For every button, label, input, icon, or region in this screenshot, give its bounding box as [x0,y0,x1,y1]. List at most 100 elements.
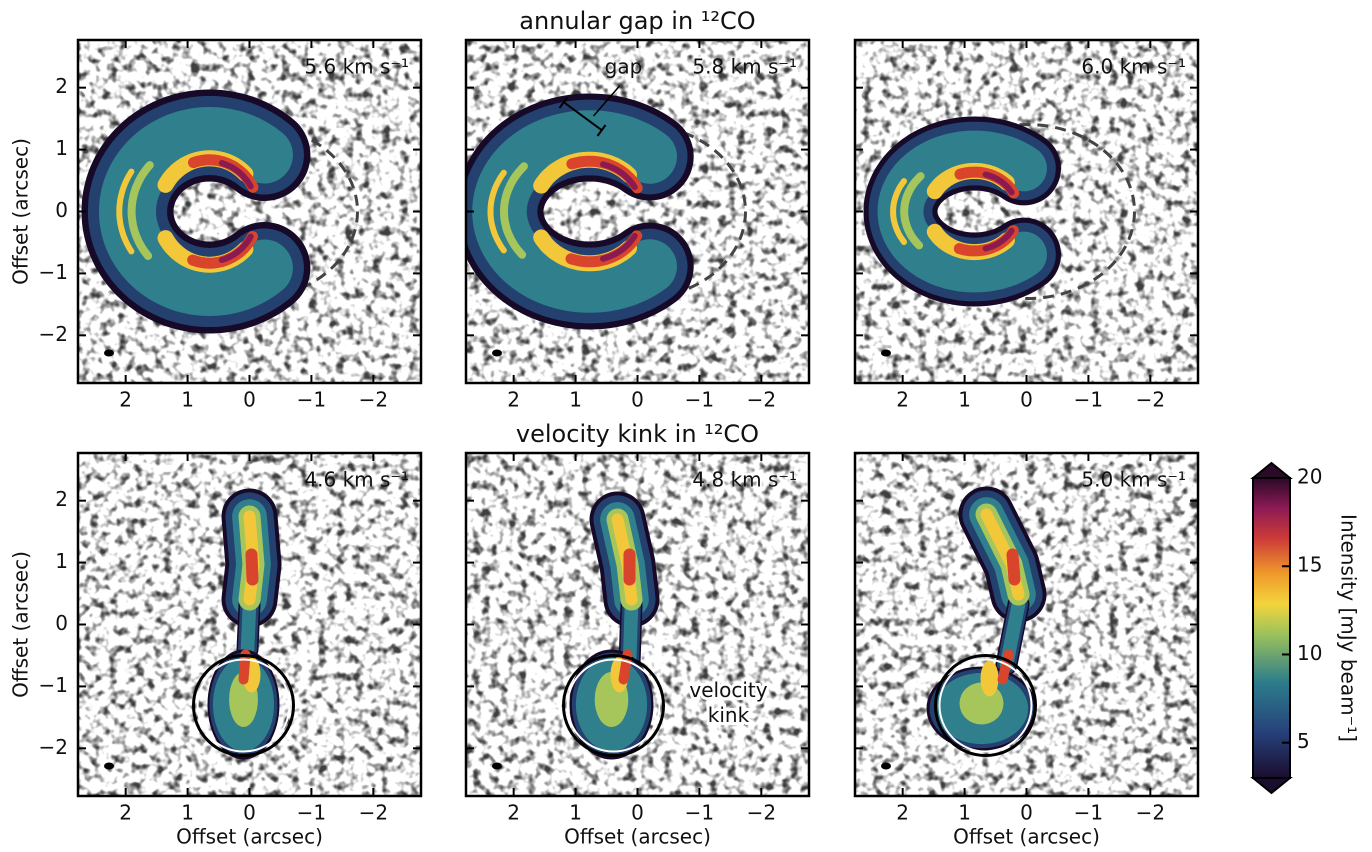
x-tick-label: 0 [243,388,256,412]
x-axis-label: Offset (arcsec) [176,825,323,849]
x-tick-label: 0 [1020,801,1033,825]
x-tick-label: −2 [747,801,776,825]
emission [127,161,154,260]
velocity-label: 6.0 km s⁻¹ [1081,55,1186,79]
gap-ellipse [919,123,1136,300]
x-tick-label: 2 [896,388,909,412]
emission [600,232,638,262]
emission [890,178,907,245]
emission [116,168,135,255]
channel-map [855,40,1198,383]
x-tick-label: 2 [507,388,520,412]
x-tick-label: −1 [685,801,714,825]
x-tick-label: −1 [297,801,326,825]
x-tick-label: −1 [685,388,714,412]
emission [218,233,254,263]
x-tick-label: 1 [181,388,194,412]
colorbar-label: Intensity [mJy beam⁻¹] [1337,514,1361,742]
y-axis-label: Offset (arcsec) [9,551,33,698]
noise [855,453,1198,796]
x-tick-label: 1 [569,388,582,412]
channel-map [78,40,421,383]
beam [881,349,891,357]
y-tick-label: 1 [55,136,68,160]
kink-circle [566,658,661,753]
y-tick-label: −2 [39,735,68,759]
emission [900,172,925,250]
emission [98,106,293,317]
y-tick-label: 0 [55,198,68,222]
x-axis-label: Offset (arcsec) [953,825,1100,849]
emission [238,649,251,685]
emission [500,162,528,259]
y-tick-label: −1 [39,673,68,697]
velocity-label: 5.6 km s⁻¹ [304,55,409,79]
x-tick-label: −1 [297,388,326,412]
kink-circle [938,658,1033,753]
beam [104,762,114,770]
y-tick-label: 1 [55,549,68,573]
channel-map [78,453,421,796]
x-tick-label: −2 [359,388,388,412]
velocity-label: 4.8 km s⁻¹ [692,468,797,492]
beam [881,762,891,770]
x-tick-label: 0 [1020,388,1033,412]
kink-circle [192,654,295,757]
emission [982,227,1015,252]
colorbar-tick-label: 5 [1297,729,1310,753]
x-tick-label: 2 [507,801,520,825]
kink-label: kink [708,703,750,727]
y-tick-label: 2 [55,74,68,98]
y-axis-label: Offset (arcsec) [9,138,33,285]
channel-map [466,40,809,383]
gap-bracket [562,101,603,131]
channel-map [855,453,1198,796]
x-tick-label: 1 [181,801,194,825]
x-tick-label: −1 [1074,388,1103,412]
colorbar-tick-label: 15 [1297,553,1322,577]
beam [104,349,114,357]
emission [982,171,1015,196]
velocity-label: 5.8 km s⁻¹ [692,55,797,79]
emission [240,597,257,657]
emission [959,682,1004,725]
gap-pointer [592,85,621,117]
colorbar-tick-label: 20 [1297,465,1322,489]
gap-bracket [596,124,607,137]
kink-circle [196,658,291,753]
emission [487,169,507,254]
panel-title: annular gap in ¹²CO [519,7,755,35]
emission [980,660,999,697]
emission [1006,548,1021,586]
x-tick-label: −2 [747,388,776,412]
x-tick-label: 1 [958,801,971,825]
emission [218,160,254,190]
kink-label: velocity [689,678,767,702]
emission [997,649,1014,685]
velocity-label: 5.0 km s⁻¹ [1081,468,1186,492]
colorbar-extend [1250,461,1293,479]
x-axis-label: Offset (arcsec) [564,825,711,849]
velocity-label: 4.6 km s⁻¹ [304,468,409,492]
y-tick-label: −2 [39,322,68,346]
emission [600,161,638,191]
x-tick-label: −1 [1074,801,1103,825]
gap-label: gap [605,55,643,79]
x-tick-label: 2 [119,388,132,412]
x-tick-label: −2 [1136,388,1165,412]
x-tick-label: 2 [119,801,132,825]
x-tick-label: 0 [631,801,644,825]
x-tick-label: 1 [569,801,582,825]
beam [492,762,502,770]
emission [472,110,677,313]
x-tick-label: 1 [958,388,971,412]
beam [492,349,502,357]
x-tick-label: 0 [243,801,256,825]
x-tick-label: 2 [896,801,909,825]
x-tick-label: −2 [359,801,388,825]
kink-circle [562,654,665,757]
panel-title: velocity kink in ¹²CO [516,420,759,448]
emission [245,548,259,586]
y-tick-label: 0 [55,611,68,635]
